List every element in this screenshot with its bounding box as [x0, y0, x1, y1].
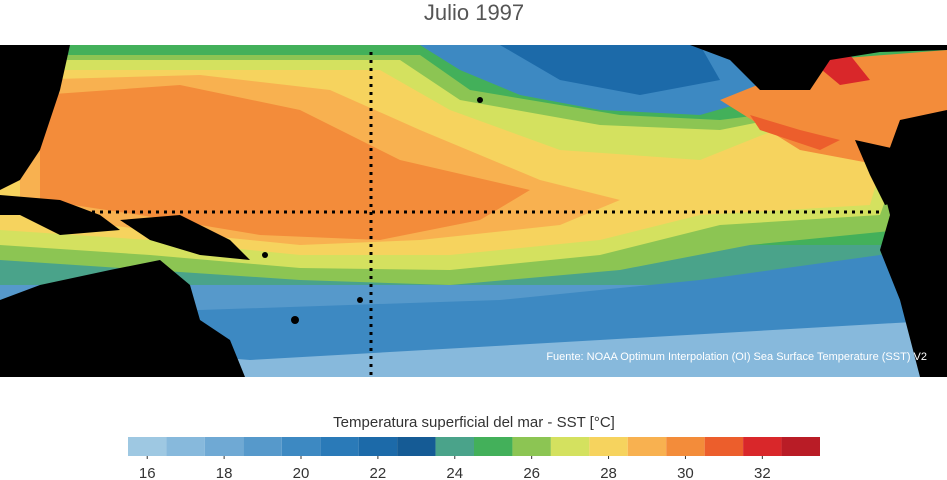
colorbar-segment: [397, 437, 436, 456]
colorbar-tick-label: 24: [446, 465, 463, 480]
colorbar-segment: [204, 437, 244, 456]
colorbar-segment: [166, 437, 205, 456]
colorbar-segment: [550, 437, 590, 456]
colorbar-segment: [704, 437, 744, 456]
colorbar-tick-label: 16: [139, 465, 156, 480]
colorbar-segment: [435, 437, 474, 456]
colorbar-label: Temperatura superficial del mar - SST [°…: [333, 414, 615, 431]
colorbar-segment: [358, 437, 398, 456]
title: Julio 1997: [424, 0, 524, 25]
colorbar-segment: [128, 437, 167, 456]
colorbar-tick-label: 28: [600, 465, 617, 480]
colorbar-tick-label: 32: [754, 465, 771, 480]
colorbar-tick-label: 22: [370, 465, 387, 480]
colorbar-segment: [281, 437, 321, 456]
colorbar-segment: [474, 437, 513, 456]
colorbar-segment: [627, 437, 667, 456]
colorbar-tick-label: 26: [523, 465, 540, 480]
colorbar: 16 18 20 22 24 26 28 30 32: [128, 437, 820, 480]
colorbar-segment: [243, 437, 282, 456]
colorbar-segment: [666, 437, 705, 456]
colorbar-segment: [781, 437, 820, 456]
source-note: Fuente: NOAA Optimum Interpolation (OI) …: [546, 351, 927, 363]
colorbar-tick-label: 20: [293, 465, 310, 480]
colorbar-tick-label: 18: [216, 465, 233, 480]
colorbar-segment: [512, 437, 551, 456]
colorbar-segment: [743, 437, 782, 456]
colorbar-tick-label: 30: [677, 465, 694, 480]
sst-map: [0, 45, 947, 377]
colorbar-segment: [589, 437, 628, 456]
colorbar-segment: [320, 437, 359, 456]
